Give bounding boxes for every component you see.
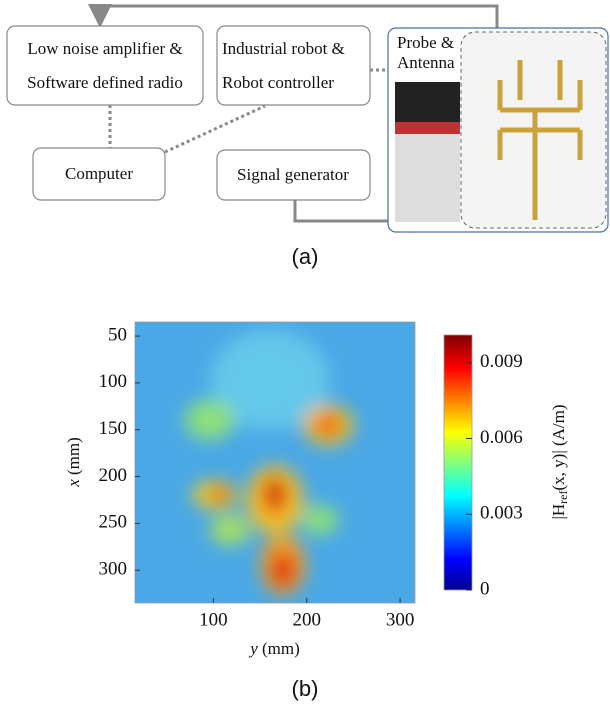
y-tick-label: 50 bbox=[108, 324, 127, 345]
caption: (b) bbox=[292, 676, 319, 701]
y-label: x (mm) bbox=[64, 437, 83, 488]
heatmap-image bbox=[135, 322, 415, 603]
y-tick-label: 150 bbox=[99, 418, 128, 439]
colorbar bbox=[444, 335, 472, 590]
box-text: Computer bbox=[65, 164, 133, 183]
box-text: Low noise amplifier & bbox=[27, 39, 182, 58]
photo bbox=[395, 122, 460, 134]
colorbar-tick-label: 0.003 bbox=[480, 503, 523, 524]
y-tick-label: 250 bbox=[99, 512, 128, 533]
colorbar-tick-label: 0.006 bbox=[480, 427, 523, 448]
photo-label: Antenna bbox=[397, 53, 455, 72]
y-tick-label: 100 bbox=[99, 371, 128, 392]
box-text: Robot controller bbox=[222, 73, 334, 92]
box-text: Industrial robot & bbox=[222, 39, 345, 58]
box-text: Signal generator bbox=[237, 165, 349, 184]
x-label: y (mm) bbox=[248, 639, 300, 658]
y-tick-label: 300 bbox=[99, 559, 128, 580]
arrow bbox=[100, 6, 497, 28]
box bbox=[217, 26, 370, 105]
y-tick-label: 200 bbox=[99, 465, 128, 486]
x-tick-label: 300 bbox=[386, 609, 415, 630]
link bbox=[165, 106, 265, 152]
figure: Low noise amplifier & Software defined r… bbox=[0, 0, 610, 709]
colorbar-tick-label: 0.009 bbox=[480, 351, 523, 372]
heatmap: 100 200 300 50 100 150 200 250 300 0 0.003 0.006 0.0… bbox=[64, 322, 570, 701]
box-text: Software defined radio bbox=[27, 73, 183, 92]
caption: (a) bbox=[292, 244, 319, 269]
box bbox=[7, 26, 203, 105]
x-tick-label: 100 bbox=[199, 609, 228, 630]
colorbar-label: |Href(x, y)| (A/m) bbox=[549, 404, 570, 519]
photo bbox=[395, 82, 460, 122]
colorbar-tick-label: 0 bbox=[480, 578, 490, 599]
x-tick-label: 200 bbox=[292, 609, 321, 630]
diagram: Low noise amplifier & Software defined r… bbox=[7, 6, 608, 269]
photo-label: Probe & bbox=[397, 33, 454, 52]
